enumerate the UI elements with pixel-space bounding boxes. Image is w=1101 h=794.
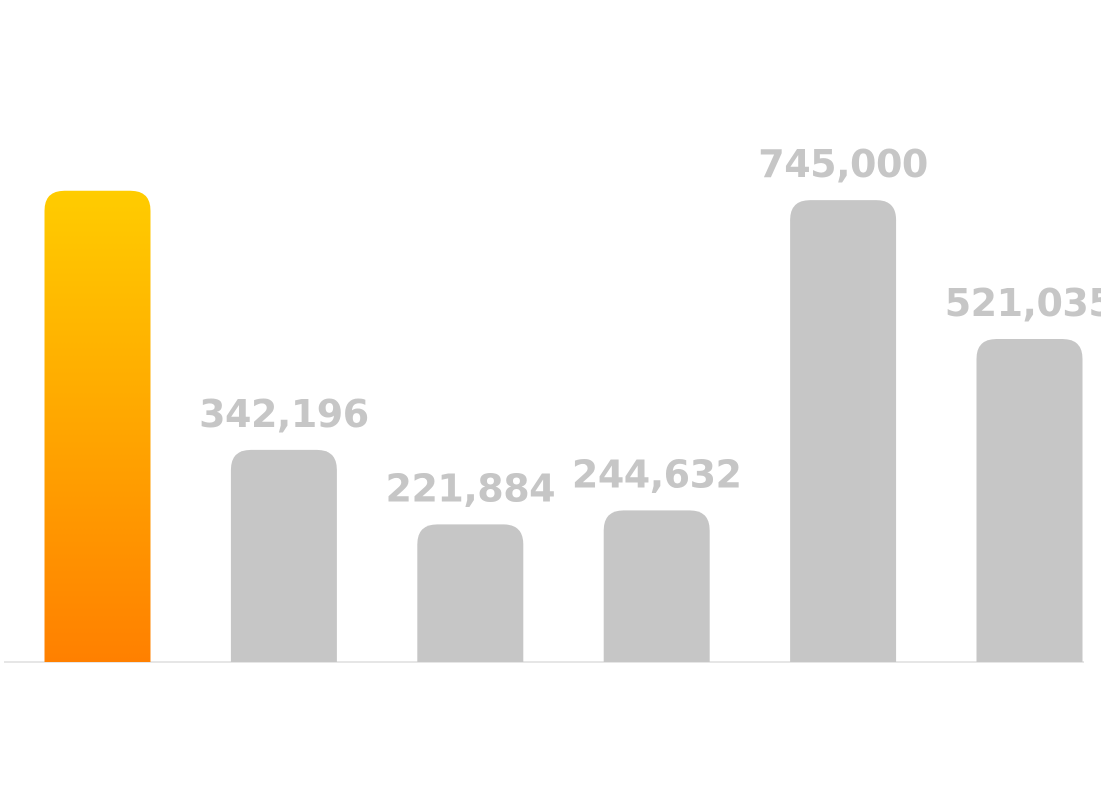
bar-value-label: 745,000 <box>758 142 928 186</box>
bar <box>417 524 523 662</box>
bar <box>790 200 896 662</box>
bar <box>231 450 337 662</box>
bar-value-label: 521,035 <box>945 281 1101 325</box>
bar-highlighted <box>45 191 151 662</box>
bar-value-label: 342,196 <box>199 392 369 436</box>
bar-value-label: 221,884 <box>386 466 556 510</box>
bar <box>604 510 710 662</box>
value-labels-group: 342,196 221,884 244,632 745,000 521,035 <box>199 142 1101 510</box>
bar <box>977 339 1083 662</box>
bar-value-label: 244,632 <box>572 452 742 496</box>
